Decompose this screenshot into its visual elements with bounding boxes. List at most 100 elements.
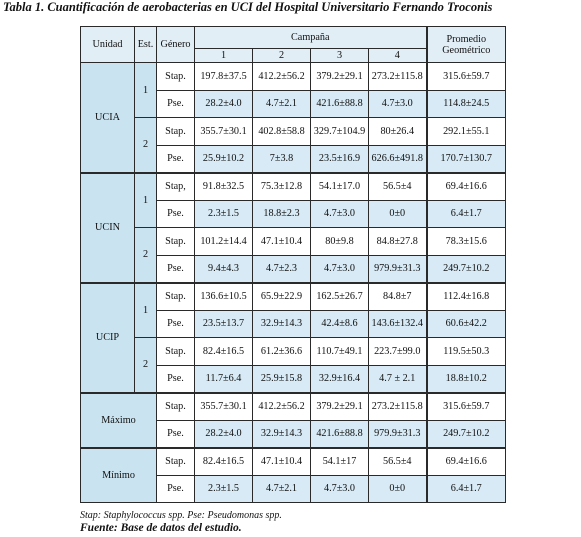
value-cell: 273.2±115.8	[368, 391, 427, 421]
value-cell: 47.1±10.4	[252, 446, 311, 476]
summary-label-cell: Mínimo	[80, 446, 157, 503]
table-row: 2 Stap. 101.2±14.4 47.1±10.4 80±9.8 84.8±27.8…	[81, 227, 506, 283]
value-cell: 2.3±1.5	[194, 474, 253, 503]
value-cell: 82.4±16.5	[194, 446, 253, 476]
table-row: UCIN 1 Stap, 91.8±32.5 75.3±12.8 54.1±17.0 56.…	[80, 171, 506, 283]
genus-cell: Stap.	[156, 337, 195, 366]
table-body: UCIA 1 Stap. 197.8±37.5 412.2±56.2 379.2±29.1…	[80, 62, 506, 503]
table-row: Pse. 2.3±1.5 18.8±2.3 4.7±3.0 0±0 6.4±1.7	[81, 199, 506, 228]
value-cell: 421.6±88.8	[310, 419, 369, 448]
genus-cell: Pse.	[156, 89, 195, 118]
value-cell: 4.7±3.0	[310, 474, 369, 503]
value-cell: 25.9±15.8	[252, 364, 311, 393]
summary-label-cell: Máximo	[80, 391, 157, 448]
promedio-cell: 315.6±59.7	[425, 391, 506, 421]
station-cell: 2	[134, 227, 157, 283]
bacteria-table: Unidad Est. Género Campaña Promedio Geom…	[80, 26, 506, 503]
header-campaign-4: 4	[368, 48, 427, 63]
value-cell: 4.7 ± 2.1	[368, 364, 427, 393]
station-cell: 2	[134, 117, 157, 173]
value-cell: 162.5±26.7	[310, 281, 369, 311]
genus-cell: Stap,	[156, 171, 195, 201]
value-cell: 136.6±10.5	[194, 281, 253, 311]
header-campaign-2: 2	[252, 48, 311, 63]
promedio-cell: 60.6±42.2	[425, 309, 506, 338]
unit-cell: UCIA	[80, 62, 135, 173]
promedio-cell: 119.5±50.3	[425, 337, 506, 366]
value-cell: 61.2±36.6	[252, 337, 311, 366]
genus-cell: Pse.	[156, 419, 195, 448]
value-cell: 379.2±29.1	[310, 391, 369, 421]
genus-cell: Stap.	[156, 391, 195, 421]
value-cell: 402.8±58.8	[252, 117, 311, 146]
table-row: 2 Stap. 82.4±16.5 61.2±36.6 110.7±49.1 223.7±…	[81, 337, 506, 393]
genus-cell: Pse.	[156, 144, 195, 173]
promedio-cell: 6.4±1.7	[425, 474, 506, 503]
value-cell: 979.9±31.3	[368, 254, 427, 283]
value-cell: 56.5±4	[368, 171, 427, 201]
header-genero: Género	[156, 26, 195, 63]
header-campaign-1: 1	[194, 48, 253, 63]
promedio-cell: 170.7±130.7	[425, 144, 506, 173]
value-cell: 75.3±12.8	[252, 171, 311, 201]
promedio-cell: 69.4±16.6	[425, 446, 506, 476]
value-cell: 110.7±49.1	[310, 337, 369, 366]
promedio-cell: 292.1±55.1	[425, 117, 506, 146]
table-row: Máximo Stap. 355.7±30.1 412.2±56.2 379.2±29.…	[80, 391, 506, 448]
genus-cell: Stap.	[156, 62, 195, 91]
station-cell: 1	[134, 171, 157, 228]
value-cell: 979.9±31.3	[368, 419, 427, 448]
value-cell: 28.2±4.0	[194, 419, 253, 448]
unit-cell: UCIP	[80, 281, 135, 393]
promedio-cell: 249.7±10.2	[425, 419, 506, 448]
value-cell: 80±9.8	[310, 227, 369, 256]
promedio-cell: 114.8±24.5	[425, 89, 506, 118]
value-cell: 143.6±132.4	[368, 309, 427, 338]
unit-cell: UCIN	[80, 171, 135, 283]
genus-cell: Stap.	[156, 446, 195, 476]
value-cell: 42.4±8.6	[310, 309, 369, 338]
genus-cell: Pse.	[156, 254, 195, 283]
value-cell: 4.7±2.1	[252, 89, 311, 118]
value-cell: 32.9±16.4	[310, 364, 369, 393]
value-cell: 355.7±30.1	[194, 391, 253, 421]
value-cell: 28.2±4.0	[194, 89, 253, 118]
value-cell: 23.5±13.7	[194, 309, 253, 338]
station-cell: 2	[134, 337, 157, 393]
table-row: UCIP 1 Stap. 136.6±10.5 65.9±22.9 162.5±26.7 8…	[80, 281, 506, 393]
header-campana: Campaña	[194, 26, 427, 49]
footnote: Stap: Staphylococcus spp. Pse: Pseudomon…	[80, 510, 282, 521]
value-cell: 18.8±2.3	[252, 199, 311, 228]
genus-cell: Stap.	[156, 227, 195, 256]
table-row: Pse. 9.4±4.3 4.7±2.3 4.7±3.0 979.9±31.3 249.7…	[81, 254, 506, 283]
genus-cell: Pse.	[156, 309, 195, 338]
value-cell: 7±3.8	[252, 144, 311, 173]
table-row: Mínimo Stap. 82.4±16.5 47.1±10.4 54.1±17 56.5…	[80, 446, 506, 503]
value-cell: 2.3±1.5	[194, 199, 253, 228]
table-row: Pse. 23.5±13.7 32.9±14.3 42.4±8.6 143.6±132.…	[81, 309, 506, 338]
value-cell: 4.7±3.0	[310, 199, 369, 228]
value-cell: 273.2±115.8	[368, 62, 427, 91]
value-cell: 56.5±4	[368, 446, 427, 476]
table-row: 2 Stap. 355.7±30.1 402.8±58.8 329.7±104.9 80±…	[81, 117, 506, 173]
value-cell: 80±26.4	[368, 117, 427, 146]
station-cell: 1	[134, 62, 157, 118]
value-cell: 4.7±3.0	[368, 89, 427, 118]
value-cell: 32.9±14.3	[252, 419, 311, 448]
station-cell: 1	[134, 281, 157, 338]
promedio-cell: 78.3±15.6	[425, 227, 506, 256]
value-cell: 4.7±3.0	[310, 254, 369, 283]
promedio-cell: 315.6±59.7	[425, 62, 506, 91]
value-cell: 329.7±104.9	[310, 117, 369, 146]
value-cell: 54.1±17.0	[310, 171, 369, 201]
table-row: Pse. 28.2±4.0 4.7±2.1 421.6±88.8 4.7±3.0 114.…	[81, 89, 506, 118]
genus-cell: Stap.	[156, 281, 195, 311]
value-cell: 379.2±29.1	[310, 62, 369, 91]
value-cell: 4.7±2.1	[252, 474, 311, 503]
promedio-cell: 112.4±16.8	[425, 281, 506, 311]
genus-cell: Stap.	[156, 117, 195, 146]
value-cell: 4.7±2.3	[252, 254, 311, 283]
table-row: UCIA 1 Stap. 197.8±37.5 412.2±56.2 379.2±29.1…	[80, 62, 506, 173]
value-cell: 9.4±4.3	[194, 254, 253, 283]
value-cell: 355.7±30.1	[194, 117, 253, 146]
